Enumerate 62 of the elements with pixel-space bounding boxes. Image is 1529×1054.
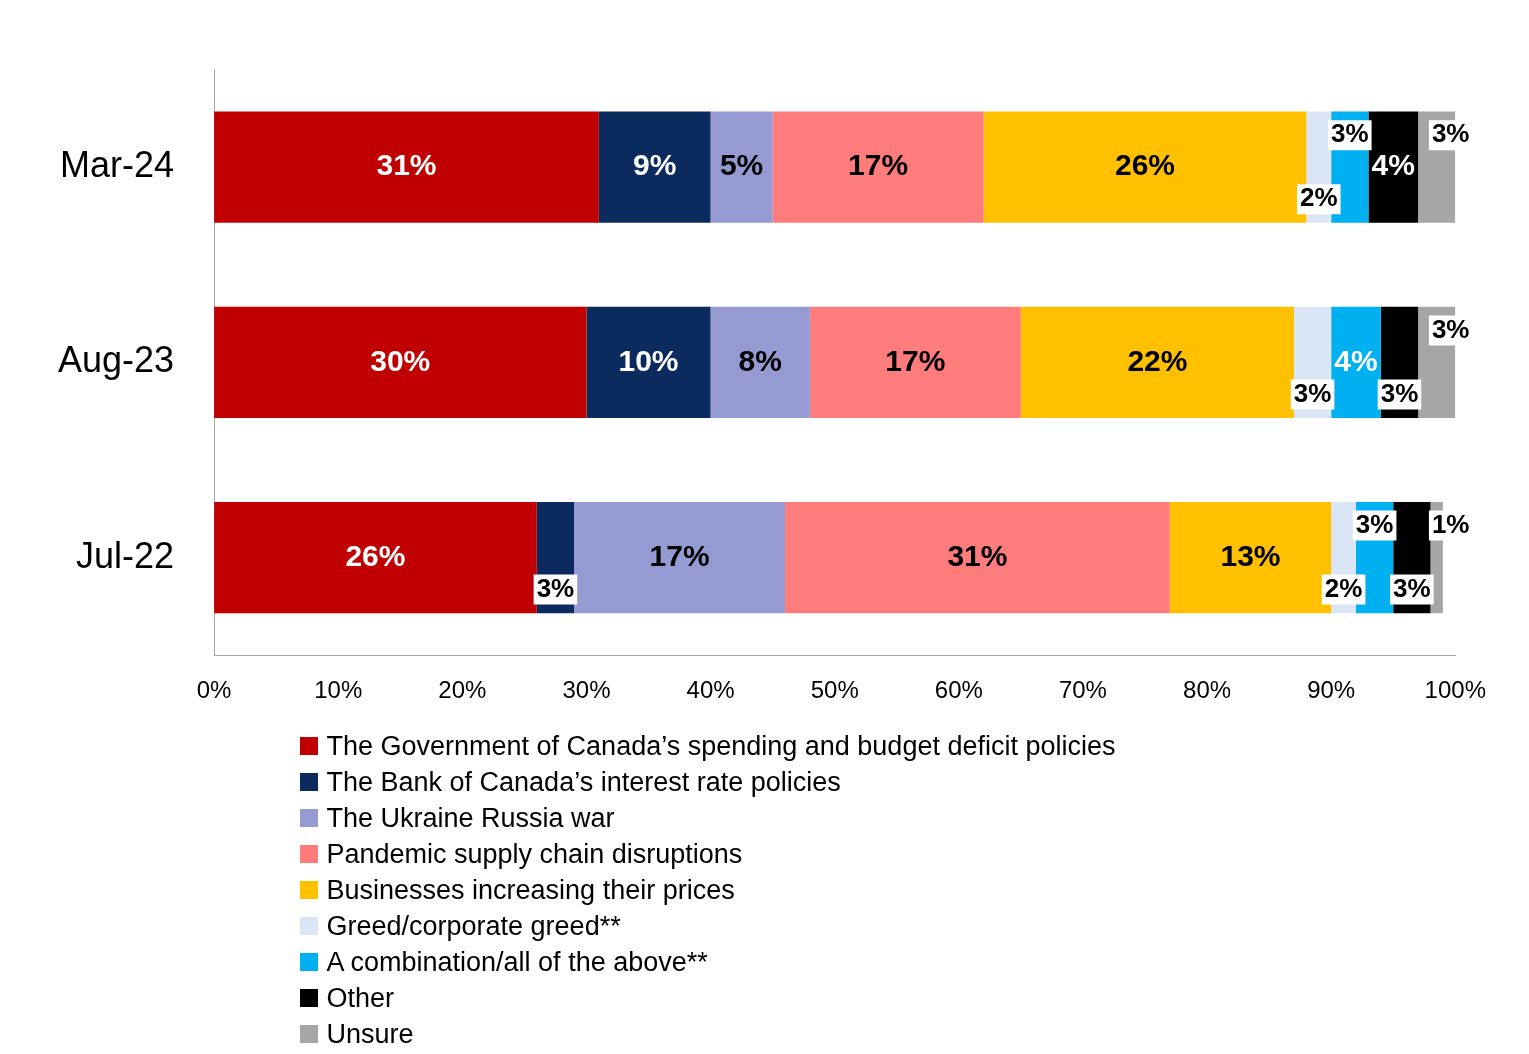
bar (710, 111, 773, 223)
data-label: 2% (1299, 182, 1338, 213)
data-label: 3% (1293, 377, 1332, 408)
bar (598, 111, 711, 223)
x-tick-label: 30% (562, 676, 611, 704)
y-tick-label: Aug-23 (57, 339, 175, 381)
bar (710, 306, 810, 419)
x-tick-label: 0% (196, 676, 232, 704)
data-label: 30% (370, 343, 431, 377)
data-label: 31% (947, 538, 1008, 572)
data-label: 4% (1371, 148, 1415, 182)
y-tick-label: Jul-22 (76, 534, 175, 576)
legend-label: Pandemic supply chain disruptions (326, 838, 743, 870)
legend-label: Unsure (326, 1018, 414, 1050)
data-label: 17% (848, 148, 909, 182)
x-tick-label: 80% (1183, 676, 1232, 704)
legend-label: Businesses increasing their prices (326, 874, 735, 906)
data-label: 2% (1324, 572, 1363, 603)
x-tick-label: 50% (810, 676, 859, 704)
data-label: 5% (719, 148, 764, 182)
data-label: 17% (649, 538, 710, 572)
data-label: 3% (1393, 572, 1431, 603)
data-label: 10% (618, 343, 679, 377)
data-label: 9% (633, 148, 677, 182)
data-label: 8% (738, 343, 782, 377)
data-label: 17% (885, 343, 946, 377)
y-tick-label: Mar-24 (60, 144, 175, 186)
data-label: 4% (1334, 343, 1378, 377)
legend-label: Other (326, 982, 395, 1014)
data-label: 26% (1114, 148, 1176, 182)
bar (214, 501, 537, 614)
bar (772, 111, 984, 223)
bar (214, 306, 587, 419)
data-label: 3% (1431, 313, 1470, 344)
data-label: 3% (1331, 118, 1369, 149)
x-tick-label: 10% (314, 676, 363, 704)
bar (586, 306, 711, 419)
legend-label: The Government of Canada’s spending and budget deficit policies (326, 730, 1116, 762)
bar (574, 501, 786, 614)
data-label: 3% (1380, 377, 1419, 408)
data-label: 1% (1431, 508, 1470, 539)
bar (214, 111, 599, 223)
data-label: 3% (536, 572, 575, 603)
data-label: 3% (1431, 118, 1470, 149)
data-label: 13% (1220, 538, 1281, 572)
data-label: 22% (1127, 343, 1188, 377)
x-tick-label: 100% (1424, 676, 1486, 704)
data-label: 26% (345, 538, 406, 572)
bar (1020, 306, 1294, 419)
data-label: 31% (376, 148, 437, 182)
data-label: 3% (1355, 508, 1394, 539)
legend-label: A combination/all of the above** (326, 946, 708, 978)
legend-label: Greed/corporate greed** (326, 910, 621, 942)
x-tick-label: 90% (1307, 676, 1356, 704)
x-tick-label: 40% (686, 676, 735, 704)
legend-label: The Bank of Canada’s interest rate policies (326, 766, 841, 798)
bar (785, 501, 1170, 614)
legend-label: The Ukraine Russia war (326, 802, 615, 834)
bar (809, 306, 1021, 419)
x-tick-label: 20% (438, 676, 487, 704)
x-tick-label: 60% (934, 676, 983, 704)
x-tick-label: 70% (1058, 676, 1107, 704)
